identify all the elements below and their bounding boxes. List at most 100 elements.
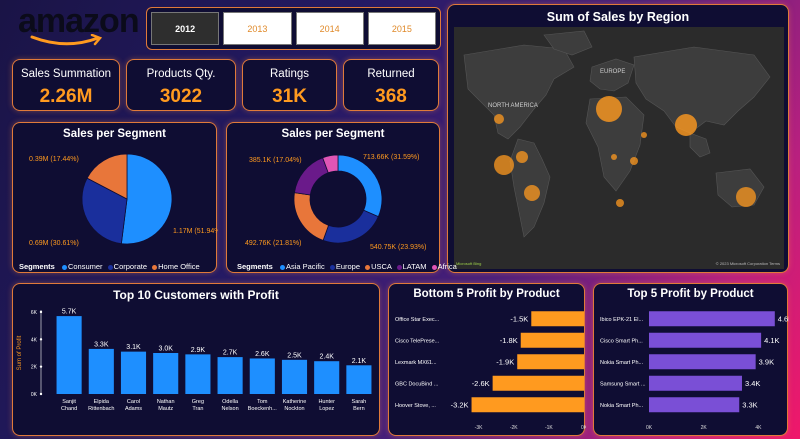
kpi-value: 31K	[272, 86, 307, 107]
bar[interactable]	[517, 354, 584, 370]
map-label-europe: EUROPE	[600, 69, 625, 75]
legend-item[interactable]: Europe	[335, 262, 360, 271]
donut-title: Sales per Segment	[281, 128, 385, 140]
bar[interactable]	[56, 316, 82, 394]
bar[interactable]	[281, 359, 308, 394]
world-map[interactable]: NORTH AMERICA EUROPE	[454, 27, 784, 269]
y-tick-label: Lexmark MX61...	[395, 360, 437, 366]
year-filter: 2012 2013 2014 2015	[146, 7, 441, 50]
bubble-africa	[630, 157, 638, 165]
landmass	[463, 30, 771, 238]
kpi-card-ratings: Ratings 31K	[242, 59, 337, 111]
legend-item[interactable]: Home Office	[158, 262, 200, 271]
slice-label: 1.17M (51.94%)	[173, 228, 218, 235]
bar[interactable]	[649, 375, 742, 391]
legend-item[interactable]: Corporate	[113, 262, 148, 271]
year-button-2013[interactable]: 2013	[223, 12, 292, 45]
kpi-card-returned: Returned 368	[343, 59, 439, 111]
legend-item[interactable]: Asia Pacific	[285, 262, 325, 271]
bar[interactable]	[153, 353, 179, 394]
bar[interactable]	[649, 332, 762, 348]
data-label: 2.7K	[223, 350, 238, 357]
y-tick-label: 6K	[31, 310, 38, 316]
y-axis: 0K 2K 4K 6K	[31, 310, 43, 398]
x-tick-label: Tran	[192, 406, 203, 412]
slice-usca[interactable]	[293, 192, 330, 241]
x-tick-label: 0K	[581, 425, 586, 431]
legend-item[interactable]: LATAM	[402, 262, 427, 271]
x-tick-label: Sarah	[352, 399, 367, 405]
bottom5-bar-chart[interactable]: Office Star Exec... -1.5K Cisco TelePrese.…	[389, 302, 586, 435]
bar[interactable]	[314, 361, 340, 394]
slice-consumer[interactable]	[120, 153, 173, 245]
region-donut-chart[interactable]: 713.66K (31.59%) 540.75K (23.93%) 492.76K …	[227, 141, 441, 257]
segment-pie-chart[interactable]: 1.17M (51.94%) 0.69M (30.61%) 0.39M (17.44…	[13, 141, 218, 257]
top5-title: Top 5 Profit by Product	[627, 288, 754, 300]
y-tick-label: Hoover Stove, ...	[395, 403, 436, 409]
bar[interactable]	[649, 354, 756, 370]
legend-item[interactable]: USCA	[371, 262, 392, 271]
slice-corporate[interactable]	[81, 177, 128, 245]
x-tick-label: Odella	[222, 399, 239, 405]
bar[interactable]	[520, 332, 584, 348]
bar[interactable]	[471, 397, 584, 413]
data-label: 5.7K	[62, 309, 77, 316]
bar[interactable]	[249, 358, 275, 394]
legend-item[interactable]: Africa	[437, 262, 457, 271]
slice-asia-pacific[interactable]	[337, 154, 383, 218]
bar[interactable]	[185, 354, 211, 394]
bar[interactable]	[120, 351, 147, 394]
slice-label: 385.1K (17.04%)	[249, 157, 302, 164]
bar[interactable]	[531, 311, 584, 327]
slice-africa[interactable]	[322, 154, 339, 174]
bar[interactable]	[649, 397, 740, 413]
year-button-2014[interactable]: 2014	[295, 12, 364, 45]
data-label: -3.2K	[451, 400, 469, 409]
kpi-value: 3022	[159, 86, 203, 107]
kpi-card-sales: Sales Summation 2.26M	[12, 59, 120, 111]
x-tick-label: Carol	[127, 399, 140, 405]
data-label: -2.6K	[472, 379, 490, 388]
donut-legend: Segments Asia Pacific Europe USCA LATAM …	[237, 262, 457, 271]
x-tick-label: Adams	[125, 406, 142, 412]
bubble-europe	[596, 96, 622, 122]
bubble-africa-west	[611, 154, 617, 160]
y-tick-label: Ibico EPK-21 El...	[600, 317, 644, 323]
x-tick-label: 4K	[755, 425, 762, 431]
bar[interactable]	[346, 365, 372, 394]
y-tick-label: GBC DocuBind ...	[395, 381, 439, 387]
slice-label: 0.39M (17.44%)	[29, 156, 79, 163]
year-button-2015[interactable]: 2015	[367, 12, 436, 45]
bubble-caribbean	[516, 151, 528, 163]
bar[interactable]	[492, 375, 584, 391]
bubble-south-africa	[616, 199, 624, 207]
x-tick-label: -1K	[545, 425, 553, 431]
amazon-logo: amazon	[18, 2, 140, 40]
bar[interactable]	[217, 357, 243, 394]
legend-item[interactable]: Consumer	[67, 262, 103, 271]
x-tick-label: Lopez	[319, 406, 334, 412]
slice-europe[interactable]	[322, 209, 379, 244]
slice-label: 713.66K (31.59%)	[363, 154, 419, 161]
data-label: 3.1K	[126, 344, 141, 351]
pie-title: Sales per Segment	[63, 128, 166, 140]
customers-title: Top 10 Customers with Profit	[113, 288, 279, 302]
year-button-2012[interactable]: 2012	[151, 12, 220, 45]
x-tick-label: Nockton	[284, 406, 304, 412]
map-card: Sum of Sales by Region NORTH AMERICA EUR…	[447, 4, 789, 273]
bar[interactable]	[88, 348, 114, 394]
kpi-label: Returned	[367, 68, 415, 80]
bar[interactable]	[649, 311, 775, 327]
map-copyright[interactable]: © 2023 Microsoft Corporation Terms	[715, 261, 780, 266]
amazon-smile-logo	[30, 34, 103, 46]
map-bubbles	[494, 96, 756, 207]
bubble-oceania	[736, 187, 756, 207]
kpi-value: 2.26M	[39, 86, 93, 107]
slice-home-office[interactable]	[86, 153, 128, 200]
y-axis-label: Sum of Profit	[17, 335, 23, 370]
data-label: 3.3K	[94, 341, 109, 348]
data-label: 3.0K	[158, 346, 173, 353]
top5-bar-chart[interactable]: Ibico EPK-21 El... 4.6K Cisco Smart Ph... 4…	[594, 302, 789, 435]
slice-label: 540.75K (23.93%)	[370, 244, 426, 251]
